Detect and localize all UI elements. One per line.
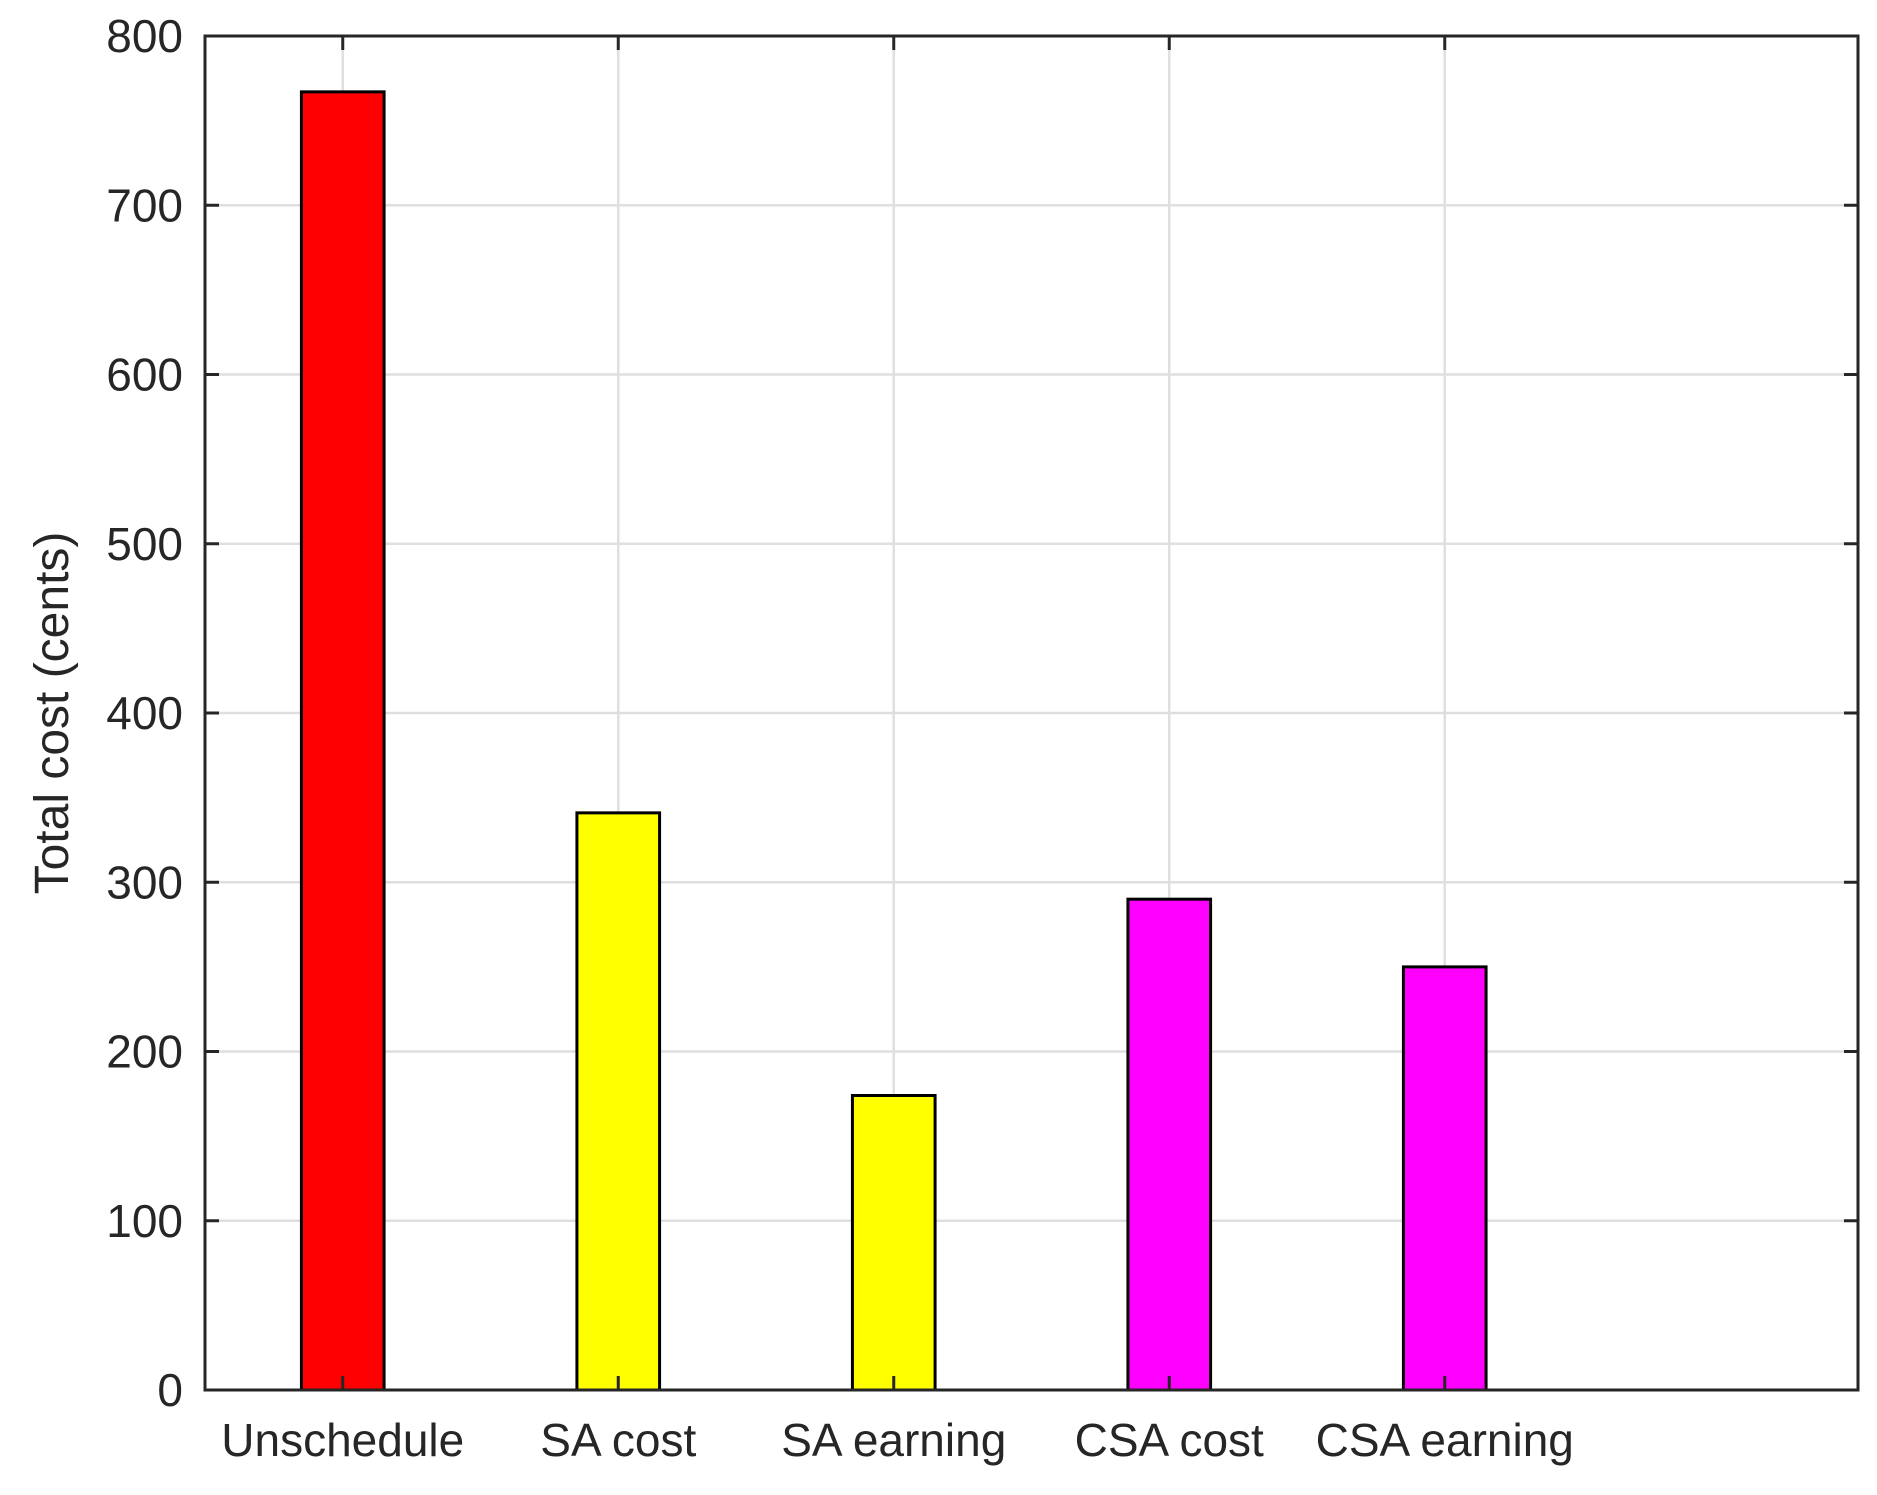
x-tick-label: SA cost xyxy=(540,1414,696,1466)
bar-sa-cost xyxy=(575,811,662,1392)
y-tick-label: 200 xyxy=(106,1026,183,1078)
axis-ticks xyxy=(205,34,1858,1392)
y-tick-label: 600 xyxy=(106,349,183,401)
x-tick-label: SA earning xyxy=(781,1414,1006,1466)
bars xyxy=(299,90,1488,1392)
y-tick-label: 300 xyxy=(106,856,183,908)
y-tick-label: 700 xyxy=(106,179,183,231)
bar-unschedule xyxy=(299,90,386,1392)
y-tick-label: 500 xyxy=(106,518,183,570)
bar-csa-cost xyxy=(1126,897,1213,1392)
tick-labels: 0 100 200 300 400 500 600 700 800 Unschedule SA co… xyxy=(106,10,1574,1466)
y-tick-label: 100 xyxy=(106,1195,183,1247)
y-tick-label: 400 xyxy=(106,687,183,739)
x-tick-label: CSA cost xyxy=(1075,1414,1264,1466)
bar-sa-earning xyxy=(850,1094,937,1392)
y-tick-label: 0 xyxy=(157,1364,183,1416)
y-axis-title: Total cost (cents) xyxy=(26,532,79,895)
bar-csa-earning xyxy=(1401,965,1488,1392)
x-tick-label: CSA earning xyxy=(1316,1414,1574,1466)
x-tick-label: Unschedule xyxy=(221,1414,464,1466)
y-tick-label: 800 xyxy=(106,10,183,62)
